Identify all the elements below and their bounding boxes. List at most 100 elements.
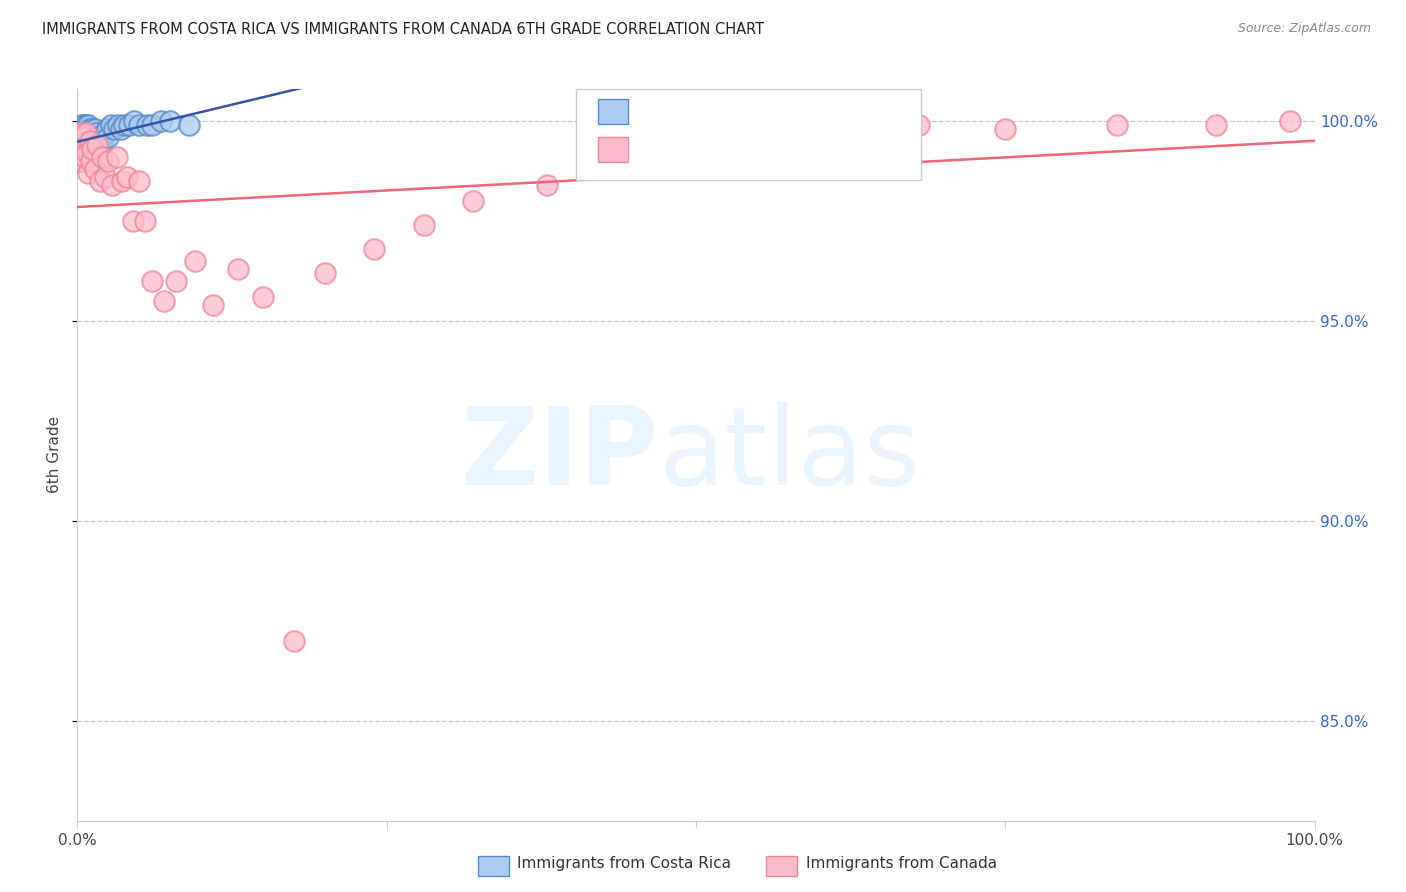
Point — [77, 166, 100, 180]
Point — [184, 254, 207, 268]
Point — [69, 142, 91, 156]
Point — [283, 633, 305, 648]
Point — [86, 130, 108, 145]
Point — [122, 214, 145, 228]
Point — [80, 150, 103, 164]
Point — [105, 150, 128, 164]
Text: ZIP: ZIP — [460, 402, 659, 508]
Point — [79, 122, 101, 136]
Point — [994, 122, 1017, 136]
Point — [128, 118, 150, 132]
Point — [97, 154, 120, 169]
Point — [97, 130, 120, 145]
Point — [77, 138, 100, 153]
Point — [111, 174, 134, 188]
Point — [141, 274, 163, 288]
Text: Source: ZipAtlas.com: Source: ZipAtlas.com — [1237, 22, 1371, 36]
Point — [659, 138, 682, 153]
Point — [70, 126, 93, 140]
Point — [67, 154, 90, 169]
Point — [122, 114, 145, 128]
Point — [159, 114, 181, 128]
Point — [93, 170, 115, 185]
Point — [80, 154, 103, 169]
Point — [734, 130, 756, 145]
Point — [1278, 114, 1301, 128]
Point — [73, 122, 96, 136]
Point — [103, 122, 125, 136]
Point — [110, 122, 132, 136]
Point — [75, 118, 97, 132]
Text: R = 0.244   N = 46: R = 0.244 N = 46 — [637, 141, 807, 159]
Point — [73, 134, 96, 148]
Point — [82, 142, 104, 156]
Point — [252, 290, 274, 304]
Y-axis label: 6th Grade: 6th Grade — [46, 417, 62, 493]
Point — [93, 126, 115, 140]
Point — [153, 293, 176, 308]
Point — [72, 150, 94, 164]
Point — [91, 150, 114, 164]
Point — [79, 146, 101, 161]
Point — [82, 122, 104, 136]
Point — [412, 218, 434, 232]
Point — [80, 126, 103, 140]
Point — [115, 170, 138, 185]
Point — [79, 134, 101, 148]
Point — [107, 118, 129, 132]
Point — [907, 118, 929, 132]
Point — [91, 130, 114, 145]
Text: Immigrants from Canada: Immigrants from Canada — [806, 856, 997, 871]
Point — [463, 194, 485, 208]
Point — [87, 134, 110, 148]
Point — [1105, 118, 1128, 132]
Point — [118, 118, 141, 132]
Point — [90, 134, 112, 148]
Point — [70, 118, 93, 132]
Point — [70, 130, 93, 145]
Point — [76, 146, 98, 161]
Point — [1205, 118, 1227, 132]
Point — [363, 242, 385, 256]
Point — [77, 118, 100, 132]
Point — [82, 126, 104, 140]
Point — [83, 122, 105, 136]
Point — [96, 122, 118, 136]
Text: atlas: atlas — [659, 402, 921, 508]
Point — [226, 262, 249, 277]
Point — [84, 126, 107, 140]
Point — [69, 138, 91, 153]
Point — [100, 118, 122, 132]
Point — [75, 138, 97, 153]
Point — [89, 174, 111, 188]
Point — [135, 118, 157, 132]
Text: IMMIGRANTS FROM COSTA RICA VS IMMIGRANTS FROM CANADA 6TH GRADE CORRELATION CHART: IMMIGRANTS FROM COSTA RICA VS IMMIGRANTS… — [42, 22, 765, 37]
Point — [598, 154, 620, 169]
Point — [83, 162, 105, 177]
Point — [86, 138, 108, 153]
Point — [76, 122, 98, 136]
Point — [128, 174, 150, 188]
Point — [72, 130, 94, 145]
Point — [141, 118, 163, 132]
Point — [72, 138, 94, 153]
Point — [70, 146, 93, 161]
Point — [177, 118, 200, 132]
Point — [72, 154, 94, 169]
Point — [72, 122, 94, 136]
Point — [72, 130, 94, 145]
Point — [75, 126, 97, 140]
Point — [69, 126, 91, 140]
Point — [314, 266, 336, 280]
Point — [91, 138, 114, 153]
Text: R = 0.480   N = 51: R = 0.480 N = 51 — [637, 103, 807, 120]
Point — [202, 298, 225, 312]
Point — [101, 178, 124, 193]
Point — [82, 142, 104, 156]
Text: Immigrants from Costa Rica: Immigrants from Costa Rica — [517, 856, 731, 871]
Point — [76, 142, 98, 156]
Point — [112, 118, 135, 132]
Point — [73, 150, 96, 164]
Point — [536, 178, 558, 193]
Point — [72, 118, 94, 132]
